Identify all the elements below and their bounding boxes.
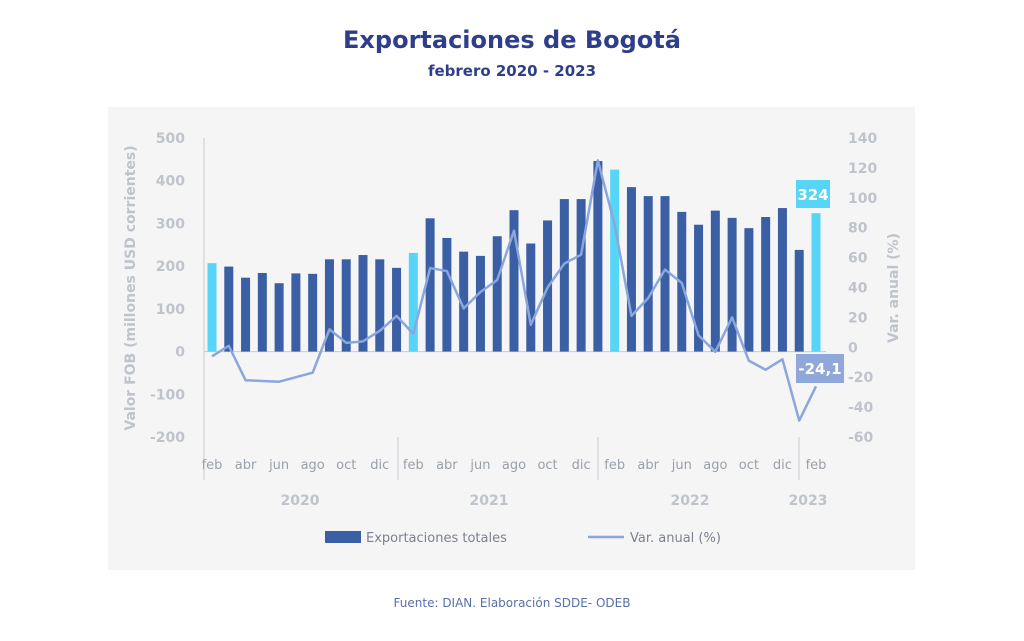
bar-nov-22	[761, 217, 771, 352]
bar-ago-22	[710, 210, 720, 352]
x-tick-label: jun	[671, 458, 692, 473]
bar-nov-21	[559, 199, 569, 352]
y-tick-label: 400	[156, 174, 185, 190]
bar-jul-20	[291, 273, 301, 352]
x-tick-label: abr	[235, 458, 257, 473]
chart-title: Exportaciones de Bogotá	[343, 26, 681, 54]
x-tick-label: feb	[403, 458, 424, 473]
x-tick-label: dic	[370, 458, 389, 473]
y-tick-label: -100	[150, 387, 185, 403]
year-label: 2021	[470, 493, 509, 509]
bar-feb-23	[811, 213, 821, 352]
x-tick-label: feb	[806, 458, 827, 473]
bar-ago-21	[509, 210, 519, 352]
bar-oct-22	[744, 228, 754, 352]
y-tick-label: 200	[156, 259, 185, 275]
x-tick-label: abr	[637, 458, 659, 473]
bar-abr-22	[643, 196, 653, 352]
legend-line-label: Var. anual (%)	[630, 531, 721, 546]
bar-ene-23	[794, 249, 804, 352]
x-tick-label: oct	[739, 458, 759, 473]
y2-tick-label: 40	[848, 281, 868, 297]
year-label: 2022	[671, 493, 710, 509]
source-note: Fuente: DIAN. Elaboración SDDE- ODEB	[393, 596, 631, 610]
bar-nov-20	[358, 255, 368, 352]
value-label-bg	[796, 180, 830, 208]
value-label-324: 324	[797, 186, 828, 204]
y2-tick-label: 120	[848, 161, 877, 177]
bar-jun-20	[274, 283, 284, 352]
bar-feb-20	[207, 263, 217, 352]
bar-jun-21	[475, 255, 485, 352]
bar-ene-22	[593, 161, 603, 352]
y2-tick-label: -20	[848, 370, 874, 386]
legend: Exportaciones totales Var. anual (%)	[325, 531, 721, 546]
x-tick-label: jun	[268, 458, 289, 473]
y2-tick-label: 60	[848, 251, 868, 267]
y2-axis-title: Var. anual (%)	[886, 233, 902, 343]
bar-feb-22	[610, 169, 620, 352]
y-tick-label: 0	[175, 345, 185, 361]
x-tick-label: abr	[436, 458, 458, 473]
y2-tick-label: 0	[848, 340, 858, 356]
chart-subtitle: febrero 2020 - 2023	[427, 62, 597, 80]
legend-bar-label: Exportaciones totales	[366, 531, 507, 546]
y2-tick-label: 80	[848, 221, 868, 237]
x-tick-label: ago	[301, 458, 325, 473]
bar-mar-22	[626, 187, 636, 352]
y-tick-label: 500	[156, 131, 185, 147]
legend-bar-swatch	[325, 531, 361, 543]
bar-dic-21	[576, 199, 586, 352]
x-tick-label: ago	[502, 458, 526, 473]
bar-may-22	[660, 196, 670, 352]
x-tick-label: feb	[604, 458, 625, 473]
x-tick-label: oct	[336, 458, 356, 473]
bar-sep-21	[526, 243, 536, 352]
x-tick-label: dic	[572, 458, 591, 473]
y-axis-title: Valor FOB (millones USD corrientes)	[123, 145, 139, 430]
bar-ene-21	[392, 267, 402, 352]
bar-sep-20	[324, 259, 334, 352]
var-label-bg	[796, 354, 844, 383]
x-tick-label: oct	[537, 458, 557, 473]
var-label-value: -24,1	[798, 360, 841, 378]
y2-tick-label: 100	[848, 191, 877, 207]
bar-mar-20	[224, 266, 234, 352]
x-tick-label: feb	[202, 458, 223, 473]
y-tick-label: 100	[156, 302, 185, 318]
bar-feb-21	[408, 252, 418, 352]
y-tick-label: 300	[156, 216, 185, 232]
bar-abr-21	[442, 237, 452, 352]
bar-dic-20	[375, 259, 385, 352]
bar-may-21	[459, 251, 469, 352]
y2-tick-label: 140	[848, 131, 877, 147]
y-tick-label: -200	[150, 430, 185, 446]
bar-mar-21	[425, 218, 435, 352]
y2-tick-label: -40	[848, 400, 874, 416]
year-label: 2020	[281, 493, 320, 509]
x-tick-label: dic	[773, 458, 792, 473]
bar-jul-21	[492, 236, 502, 352]
bar-ago-20	[308, 273, 318, 352]
year-label: 2023	[789, 493, 828, 509]
bar-sep-22	[727, 217, 737, 352]
x-tick-label: jun	[469, 458, 490, 473]
x-tick-label: ago	[703, 458, 727, 473]
bar-oct-20	[341, 259, 351, 352]
bar-dic-22	[777, 208, 787, 352]
bar-jul-22	[694, 224, 704, 352]
y2-tick-label: 20	[848, 310, 868, 326]
bar-may-20	[257, 272, 267, 352]
bar-abr-20	[241, 277, 251, 352]
y2-tick-label: -60	[848, 430, 874, 446]
